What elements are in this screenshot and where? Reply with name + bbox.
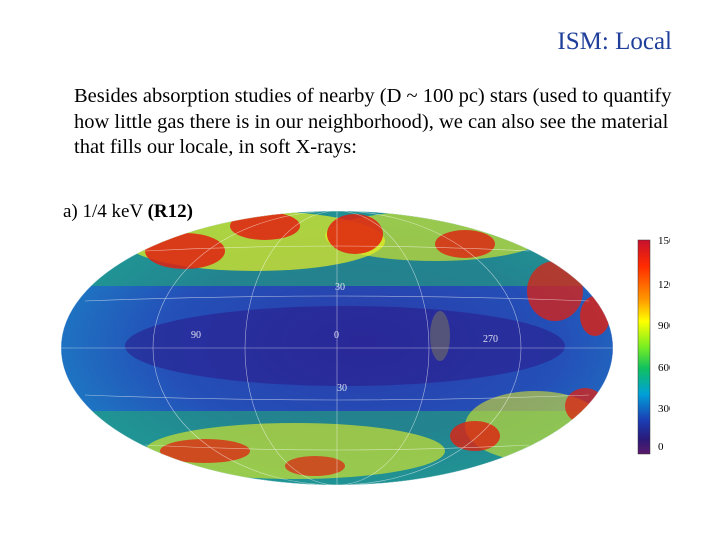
grid-label-lat-30-south: 30 [337, 383, 347, 394]
grid-label-lon-90: 90 [191, 330, 201, 341]
colorbar-tick: 1500 [658, 235, 670, 247]
grid-label-lon-0: 0 [334, 330, 339, 341]
xray-sky-map-figure: 30 90 0 270 30 1500 1200 900 600 300 0 a… [55, 196, 670, 490]
grid-label-lon-270: 270 [483, 334, 498, 345]
panel-label-band: (R12) [147, 201, 193, 222]
colorbar-tick: 900 [658, 320, 670, 332]
panel-label-energy: a) 1/4 keV [63, 201, 143, 222]
xray-sky-map: 30 90 0 270 30 1500 1200 900 600 300 0 [61, 211, 670, 485]
sky-map-image [61, 211, 613, 485]
slide-title: ISM: Local [557, 28, 672, 55]
colorbar-tick: 1200 [658, 279, 670, 291]
grid-label-lat-30-north: 30 [335, 282, 345, 293]
colorbar-tick: 300 [658, 403, 670, 415]
colorbar [637, 239, 651, 455]
colorbar-tick: 600 [658, 362, 670, 374]
body-paragraph: Besides absorption studies of nearby (D … [74, 85, 672, 159]
panel-label: a) 1/4 keV (R12) [63, 201, 193, 223]
colorbar-tick: 0 [658, 441, 664, 453]
